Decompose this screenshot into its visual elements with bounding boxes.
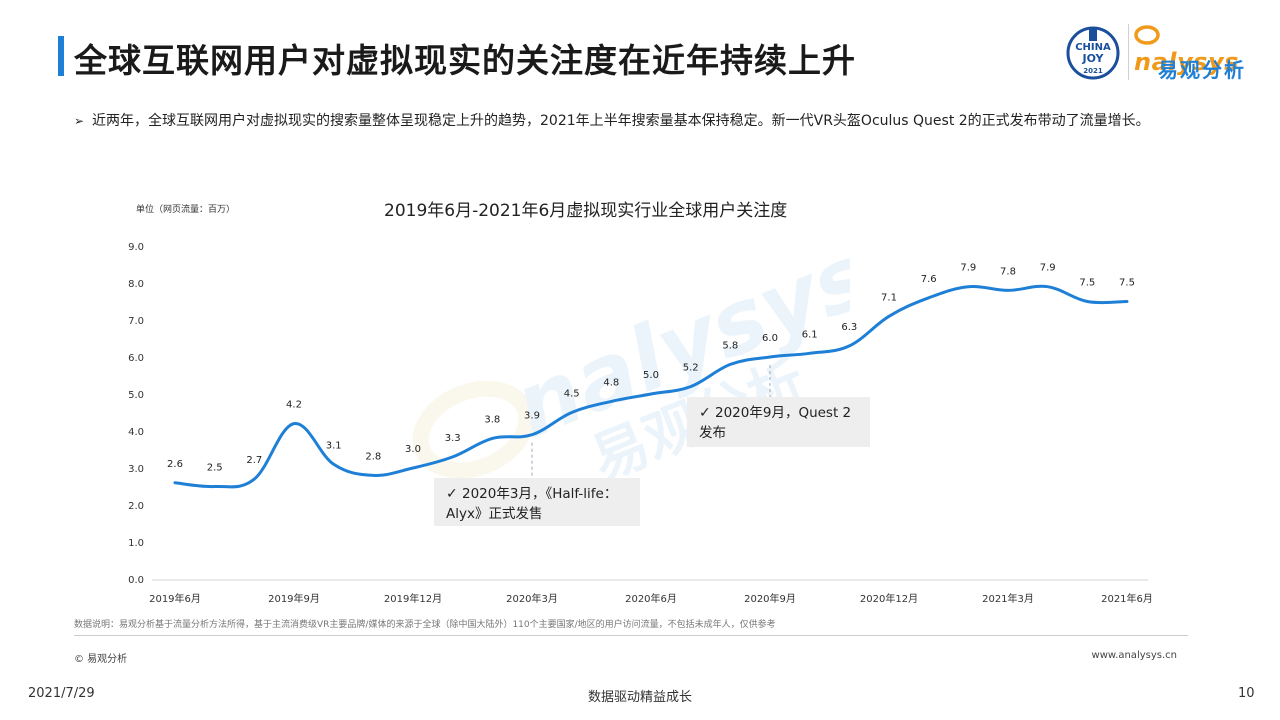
annotation-text: Alyx》正式发售	[446, 506, 542, 522]
x-tick-label: 2019年6月	[149, 592, 201, 605]
data-label: 2.8	[365, 451, 381, 462]
y-tick-label: 9.0	[128, 242, 144, 253]
data-label: 7.6	[921, 274, 937, 285]
svg-text:CHINA: CHINA	[1075, 42, 1111, 53]
chinajoy-logo: CHINA JOY 2021	[1066, 26, 1120, 80]
y-tick-label: 6.0	[128, 353, 144, 364]
data-label: 3.1	[326, 440, 342, 451]
data-label: 4.2	[286, 400, 302, 411]
data-label: 3.0	[405, 444, 421, 455]
svg-text:JOY: JOY	[1081, 52, 1104, 65]
x-tick-label: 2020年6月	[625, 592, 677, 605]
footer-slogan: 数据驱动精益成长	[587, 690, 692, 705]
data-label: 7.5	[1119, 278, 1135, 289]
x-tick-label: 2019年12月	[384, 592, 442, 605]
data-label: 3.3	[445, 433, 461, 444]
data-label: 7.9	[960, 263, 976, 274]
data-label: 7.5	[1079, 278, 1095, 289]
y-tick-label: 8.0	[128, 279, 144, 290]
x-tick-label: 2020年12月	[860, 592, 918, 605]
data-label: 5.2	[683, 363, 699, 374]
x-tick-label: 2021年6月	[1101, 592, 1153, 605]
annotation-text: 2020年9月，Quest 2	[715, 405, 851, 421]
title-accent-bar	[58, 36, 64, 76]
x-tick-label: 2020年9月	[744, 592, 796, 605]
annotation-check-icon: ✓	[446, 486, 458, 502]
annotation-box	[687, 397, 870, 447]
logo-area: CHINA JOY 2021 nalysys 易观分析	[1064, 18, 1264, 84]
data-label: 4.5	[564, 389, 580, 400]
data-label: 7.9	[1040, 263, 1056, 274]
analysys-brand-text: nalysys	[1134, 48, 1239, 76]
page-title: 全球互联网用户对虚拟现实的关注度在近年持续上升	[74, 41, 856, 80]
bullet-arrow-icon: ➢	[74, 114, 85, 128]
x-tick-label: 2019年9月	[268, 592, 320, 605]
annotation-text: 2020年3月，《Half-life：	[462, 486, 617, 502]
svg-text:2021: 2021	[1083, 67, 1103, 75]
data-label: 6.3	[841, 322, 857, 333]
y-tick-label: 3.0	[128, 464, 144, 475]
annotation-check-icon: ✓	[699, 405, 711, 421]
y-tick-label: 0.0	[128, 575, 144, 586]
data-label: 4.8	[603, 377, 619, 388]
footer-divider	[74, 635, 1188, 636]
data-label: 2.6	[167, 459, 183, 470]
x-axis: 2019年6月 2019年9月 2019年12月 2020年3月 2020年6月 2020…	[149, 592, 1153, 605]
analysys-swoosh-icon	[1134, 25, 1160, 45]
data-label: 5.0	[643, 370, 659, 381]
data-note: 数据说明：易观分析基于流量分析方法所得，基于主流消费级VR主要品牌/媒体的来源于…	[74, 620, 776, 630]
data-label: 2.7	[246, 455, 262, 466]
unit-label: 单位（网页流量：百万）	[136, 205, 236, 215]
website-link[interactable]: www.analysys.cn	[1091, 650, 1177, 661]
y-tick-label: 1.0	[128, 538, 144, 549]
data-label: 3.9	[524, 411, 540, 422]
data-label: 5.8	[722, 340, 738, 351]
page-number: 10	[1238, 686, 1255, 701]
y-axis: 0.0 1.0 2.0 3.0 4.0 5.0 6.0 7.0 8.0 9.0	[128, 242, 144, 586]
series-line	[173, 284, 1129, 489]
analysys-logo: nalysys	[1134, 20, 1264, 76]
annotation-text: 发布	[699, 425, 726, 441]
copyright: © 易观分析	[74, 654, 128, 665]
logo-divider	[1128, 24, 1129, 80]
analysys-cn-logo: 易观分析	[1158, 58, 1246, 82]
y-tick-label: 7.0	[128, 316, 144, 327]
chart-title: 2019年6月-2021年6月虚拟现实行业全球用户关注度	[384, 201, 788, 221]
summary-bullet: ➢ 近两年，全球互联网用户对虚拟现实的搜索量整体呈现稳定上升的趋势，2021年上…	[74, 110, 1234, 133]
x-tick-label: 2021年3月	[982, 592, 1034, 605]
annotation-box	[434, 478, 640, 526]
data-label: 6.0	[762, 333, 778, 344]
annotations: ✓ 2020年3月，《Half-life：Alyx》正式发售✓ 2020年9月，Qu…	[434, 365, 870, 526]
data-label: 6.1	[802, 329, 818, 340]
y-tick-label: 4.0	[128, 427, 144, 438]
y-tick-label: 2.0	[128, 501, 144, 512]
report-date: 2021/7/29	[28, 686, 95, 701]
summary-text: 近两年，全球互联网用户对虚拟现实的搜索量整体呈现稳定上升的趋势，2021年上半年…	[92, 113, 1150, 129]
data-label: 7.8	[1000, 266, 1016, 277]
data-label: 3.8	[484, 414, 500, 425]
x-tick-label: 2020年3月	[506, 592, 558, 605]
data-labels: 2.6 2.5 2.7 4.2 3.1 2.8 3.0 3.3 3.8 3.9 4.5 4.8 5.0 5…	[167, 263, 1135, 474]
y-tick-label: 5.0	[128, 390, 144, 401]
data-label: 7.1	[881, 292, 897, 303]
data-label: 2.5	[207, 463, 223, 474]
